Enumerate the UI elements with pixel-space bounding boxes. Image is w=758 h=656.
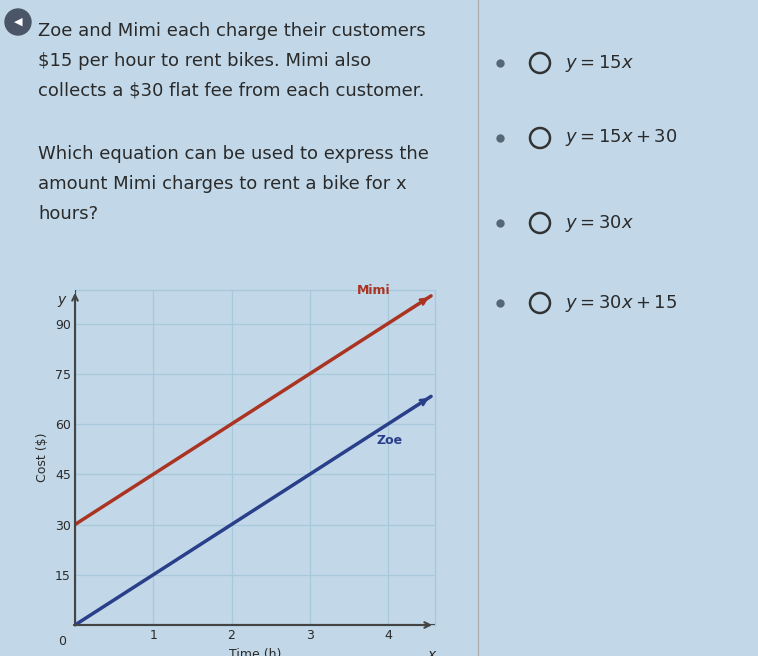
Text: $y = 15x$: $y = 15x$: [565, 52, 634, 73]
Text: 0: 0: [58, 635, 66, 648]
Text: $y = 30x + 15$: $y = 30x + 15$: [565, 293, 677, 314]
Y-axis label: Cost ($): Cost ($): [36, 433, 49, 482]
X-axis label: Time (h): Time (h): [229, 647, 281, 656]
Text: $y = 30x$: $y = 30x$: [565, 213, 634, 234]
Text: $15 per hour to rent bikes. Mimi also: $15 per hour to rent bikes. Mimi also: [38, 52, 371, 70]
Text: collects a $30 flat fee from each customer.: collects a $30 flat fee from each custom…: [38, 82, 424, 100]
Text: hours?: hours?: [38, 205, 98, 223]
Text: x: x: [427, 648, 435, 656]
Text: y: y: [58, 293, 66, 308]
Text: Which equation can be used to express the: Which equation can be used to express th…: [38, 145, 429, 163]
Text: $y = 15x + 30$: $y = 15x + 30$: [565, 127, 678, 148]
Text: Zoe: Zoe: [376, 434, 402, 447]
Text: amount Mimi charges to rent a bike for x: amount Mimi charges to rent a bike for x: [38, 175, 406, 193]
Text: Zoe and Mimi each charge their customers: Zoe and Mimi each charge their customers: [38, 22, 426, 40]
Text: ◀: ◀: [14, 17, 22, 27]
Circle shape: [5, 9, 31, 35]
Text: Mimi: Mimi: [357, 283, 390, 297]
